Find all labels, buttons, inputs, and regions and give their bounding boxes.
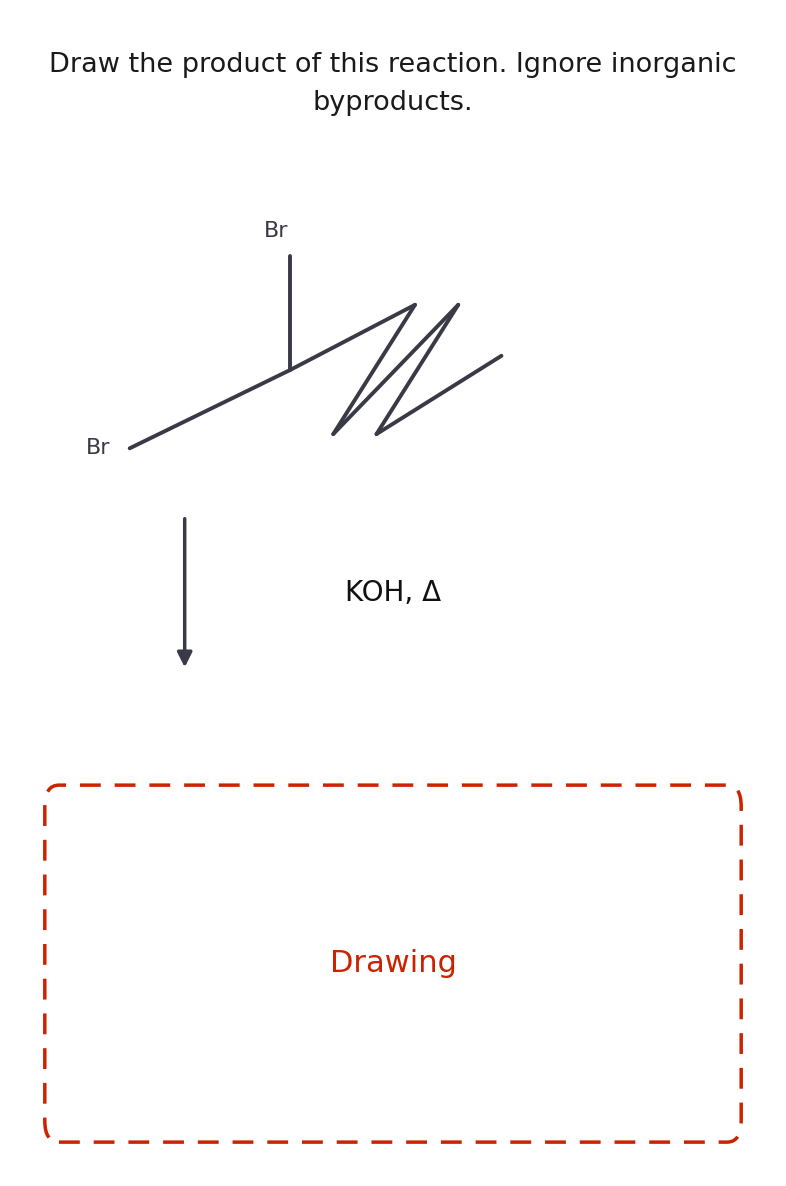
- Text: byproducts.: byproducts.: [313, 90, 473, 116]
- Text: Br: Br: [263, 221, 288, 241]
- Text: KOH, Δ: KOH, Δ: [345, 579, 441, 607]
- Text: Br: Br: [86, 439, 110, 458]
- Text: Drawing: Drawing: [329, 949, 457, 978]
- Text: Draw the product of this reaction. Ignore inorganic: Draw the product of this reaction. Ignor…: [50, 52, 736, 78]
